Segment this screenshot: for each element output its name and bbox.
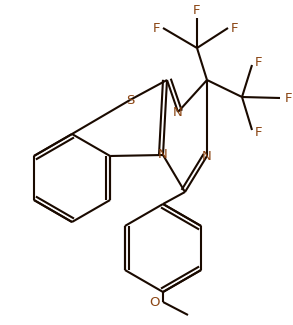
Text: F: F: [193, 5, 201, 18]
Text: F: F: [231, 21, 239, 34]
Text: F: F: [152, 21, 160, 34]
Text: S: S: [126, 94, 134, 107]
Text: F: F: [255, 56, 263, 69]
Text: F: F: [255, 126, 263, 139]
Text: N: N: [173, 106, 183, 119]
Text: O: O: [150, 295, 160, 308]
Text: N: N: [158, 149, 168, 162]
Text: F: F: [284, 92, 292, 105]
Text: N: N: [202, 150, 212, 162]
